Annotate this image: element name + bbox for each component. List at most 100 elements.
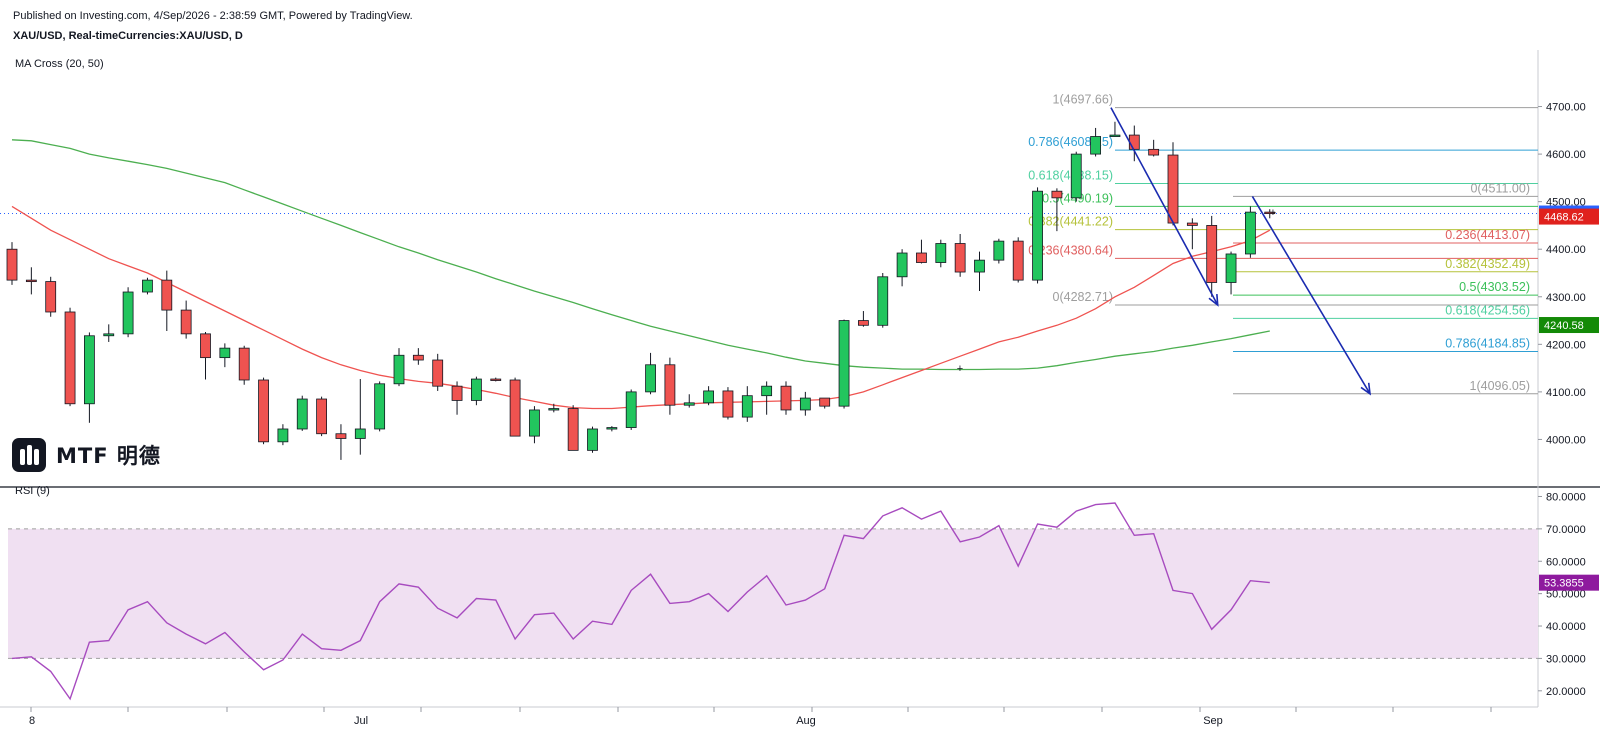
candle-up [1032,190,1043,281]
trend-arrow-head [1208,293,1219,307]
ma-cross-indicator-label: MA Cross (20, 50) [15,58,104,70]
rsi-tick-label: 40.0000 [1546,621,1586,633]
candle-down [335,433,347,439]
candle-down [1264,211,1276,215]
fib-extension-label: 0.5(4303.52) [1459,280,1530,294]
ma-value-badge [1539,208,1599,225]
candle-up [84,335,95,405]
price-tick-label: 4600.00 [1546,149,1586,161]
candle-down [161,279,173,311]
time-tick-label: Jul [354,715,368,727]
candle-up [838,320,850,407]
candle-up [974,259,985,273]
rsi-value-badge [1539,574,1599,591]
candle-up [296,398,308,430]
fib-retracement-label: 0(4282.71) [1053,290,1113,304]
fib-retracement-label: 1(4697.66) [1053,93,1113,107]
candle-down [45,281,57,313]
candle-up [741,395,753,418]
candle-down [316,398,328,435]
candle-up [993,240,1005,261]
candle-down [238,347,250,381]
candle-up [548,408,560,411]
candle-down [858,320,869,326]
rsi-tick-label: 80.0000 [1546,491,1586,503]
price-tick-label: 4300.00 [1546,292,1586,304]
trend-arrow-head [1360,382,1372,396]
candle-down [1186,222,1198,226]
fib-retracement-label: 0.618(4538.15) [1028,169,1113,183]
ma-cross-marker: + [957,363,963,375]
candle-up [683,402,695,406]
candle-up [470,378,482,401]
candle-up [529,409,540,437]
price-tick-label: 4700.00 [1546,102,1586,114]
rsi-tick-label: 60.0000 [1546,556,1586,568]
candle-down [25,279,37,283]
candle-down [1148,148,1160,156]
candle-down [64,311,76,405]
ma-cross-marker: + [1270,207,1276,219]
ma-value-badge-text: 4240.58 [1544,320,1584,332]
mtf-logo-icon [12,438,46,472]
candle-down [722,390,734,418]
candle-down [432,359,444,387]
mtf-logo: MTF 明德 [12,438,161,472]
ma20-line [11,205,1271,410]
candle-down [567,408,579,451]
candle-up [374,383,386,430]
candle-up [1109,134,1121,137]
price-tick-label: 4200.00 [1546,339,1586,351]
candle-up [935,243,947,263]
candle-down [490,378,502,381]
candle-down [200,333,211,359]
fib-extension-label: 0.382(4352.49) [1445,257,1530,271]
candle-up [122,291,134,335]
ma-value-badge-text: 4468.62 [1544,212,1584,224]
candle-down [1128,134,1140,150]
candle-down [6,248,18,281]
price-tick-label: 4000.00 [1546,434,1586,446]
time-tick-label: Sep [1203,715,1223,727]
candle-up [625,391,637,428]
candle-up [799,397,811,411]
ma-value-badge [1539,317,1599,334]
time-tick-label: 8 [29,715,35,727]
candle-up [1090,136,1101,155]
candle-up [587,428,598,451]
candle-down [509,379,521,437]
fib-extension-label: 0(4511.00) [1470,181,1530,195]
published-info: Published on Investing.com, 4/Sep/2026 -… [13,10,413,22]
candle-down [1051,190,1063,199]
candle-down [412,354,424,361]
price-tick-label: 4400.00 [1546,244,1586,256]
candle-up [354,428,366,439]
candle-up [219,347,231,359]
candle-up [761,385,773,397]
candle-down [258,379,269,443]
candle-down [916,252,927,263]
rsi-band [8,528,1538,659]
candle-up [645,364,656,393]
rsi-tick-label: 20.0000 [1546,686,1586,698]
candle-down [180,309,192,335]
candle-up [877,276,889,326]
rsi-line [11,502,1270,701]
fib-extension-label: 1(4096.05) [1470,379,1530,393]
fib-retracement-label: 0.236(4380.64) [1028,243,1113,257]
candle-up [703,390,714,404]
fib-retracement-label: 0.382(4441.22) [1028,215,1113,229]
rsi-tick-label: 30.0000 [1546,653,1586,665]
candle-down [1167,154,1179,224]
candle-up [896,252,908,278]
candle-down [451,385,463,401]
rsi-value-badge-text: 53.3855 [1544,578,1584,590]
candle-up [1225,253,1237,283]
candle-up [103,333,115,337]
candle-up [606,427,618,430]
ma50-line [11,139,1270,371]
candle-down [1206,225,1218,283]
time-tick-label: Aug [796,715,816,727]
candle-down [1012,240,1024,281]
